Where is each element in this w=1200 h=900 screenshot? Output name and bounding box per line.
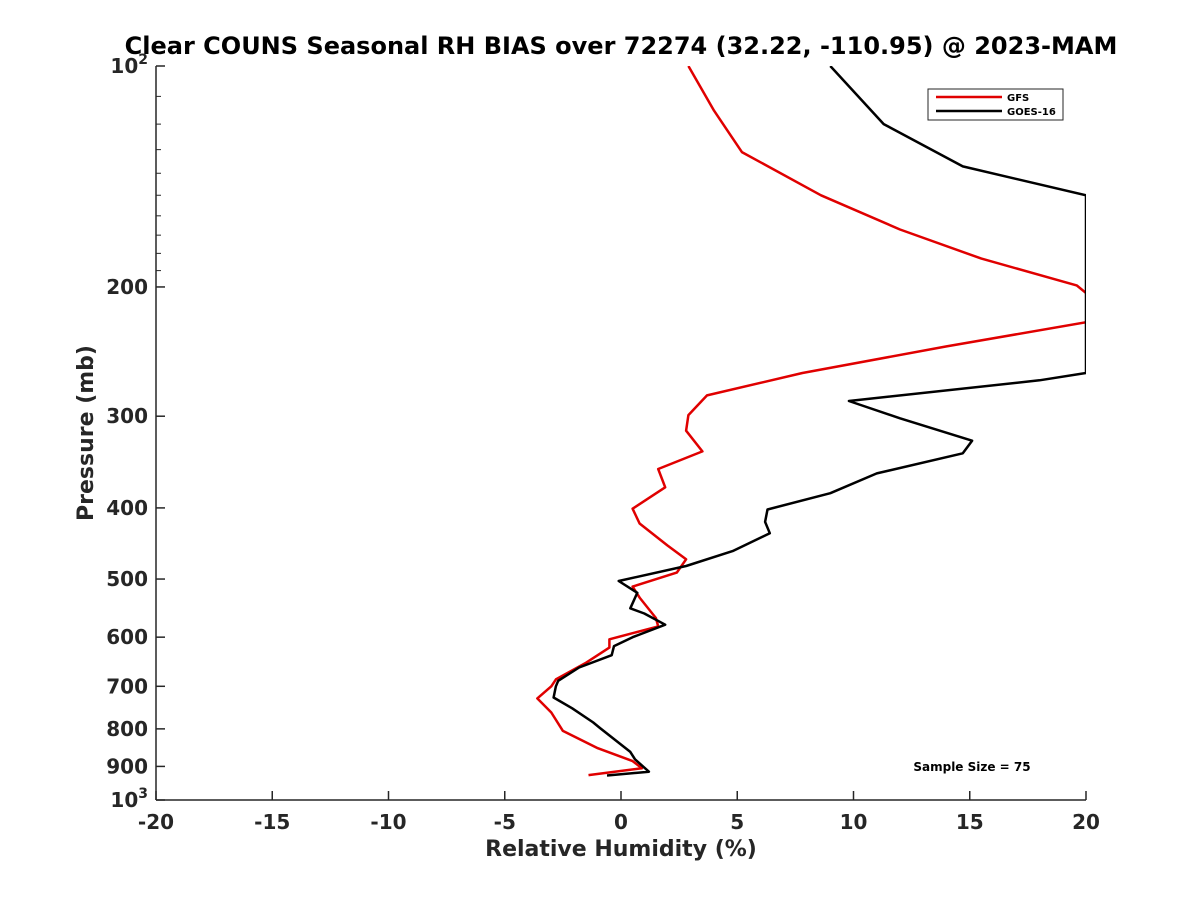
legend-box: [927, 88, 1064, 121]
y-axis-label: Pressure (mb): [74, 345, 99, 521]
legend-label-gfs: GFS: [1007, 93, 1029, 104]
chart-title: Clear COUNS Seasonal RH BIAS over 72274 …: [125, 32, 1118, 60]
axes-layer: -20 -15 -10 -5 0 5 10 15 20 102 200 300 400 500 600 700…: [106, 52, 1100, 834]
legend-label-goes-16: GOES-16: [1007, 107, 1056, 118]
y-tick-label: 103: [110, 786, 148, 812]
y-tick-label: 200: [106, 275, 148, 299]
y-tick-label: 300: [106, 404, 148, 428]
x-tick-label: 15: [956, 810, 984, 834]
x-tick-label: -5: [494, 810, 516, 834]
y-tick-label: 500: [106, 567, 148, 591]
x-tick-label: -20: [138, 810, 174, 834]
x-tick-label: 10: [840, 810, 868, 834]
x-tick-label: -10: [370, 810, 406, 834]
x-tick-label: 0: [614, 810, 628, 834]
x-tick-label: -15: [254, 810, 290, 834]
series-layer: [536, 66, 1086, 777]
series-line-gfs: [536, 66, 1086, 777]
x-axis-label: Relative Humidity (%): [485, 837, 757, 862]
y-tick-label: 900: [106, 754, 148, 778]
y-tick-label: 800: [106, 717, 148, 741]
sample-size-annotation: Sample Size = 75: [913, 760, 1030, 774]
x-tick-label: 20: [1072, 810, 1100, 834]
y-tick-label: 400: [106, 496, 148, 520]
y-tick-label: 600: [106, 625, 148, 649]
y-tick-label: 700: [106, 674, 148, 698]
legend: GFS GOES-16: [927, 88, 1064, 121]
series-line-goes-16: [552, 66, 1086, 777]
x-tick-label: 5: [730, 810, 744, 834]
y-tick-label: 102: [110, 52, 148, 78]
